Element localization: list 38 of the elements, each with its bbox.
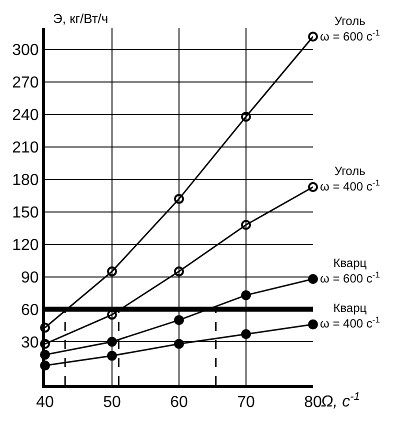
x-tick-label: 80 (304, 394, 322, 412)
series-label: Кварц ω = 600 с$^{-1}$ (320, 256, 380, 286)
x-tick-label: 50 (103, 394, 121, 412)
y-tick-label: 270 (12, 74, 39, 92)
point (174, 194, 184, 204)
y-tick-label: 300 (12, 42, 39, 60)
x-tick-label: 40 (36, 394, 54, 412)
point (174, 266, 184, 276)
y-tick-label: 180 (12, 172, 39, 190)
point (107, 336, 117, 347)
x-tick-label: 60 (170, 394, 188, 412)
y-tick-label: 150 (12, 204, 39, 222)
point (308, 274, 318, 284)
point (174, 315, 184, 326)
y-tick-label: 240 (12, 107, 39, 124)
x-tick-label: 70 (237, 394, 255, 412)
series-label: Уголь ω = 600 с$^{-1}$ (320, 14, 380, 44)
x-axis-title: Ω, c$^{-1}$ (321, 391, 360, 411)
series-label: Кварц ω = 400 с$^{-1}$ (320, 301, 380, 331)
point (241, 290, 251, 300)
point (308, 32, 318, 42)
y-tick-label: 210 (12, 140, 39, 157)
point (308, 182, 318, 192)
point (241, 112, 251, 122)
point (241, 220, 251, 230)
y-tick-label: 90 (21, 269, 39, 286)
y-tick-label: 120 (12, 236, 39, 254)
series-label: Уголь ω = 400 с$^{-1}$ (320, 164, 380, 194)
point (308, 319, 318, 330)
y-tick-label: 60 (21, 302, 39, 319)
point (40, 322, 50, 333)
y-tick-label: 30 (21, 334, 39, 352)
y-axis-title: Э, кг/Вт/ч (53, 11, 108, 26)
point (241, 329, 251, 340)
point (107, 350, 117, 361)
point (174, 338, 184, 349)
point (40, 338, 50, 349)
point (107, 266, 117, 276)
